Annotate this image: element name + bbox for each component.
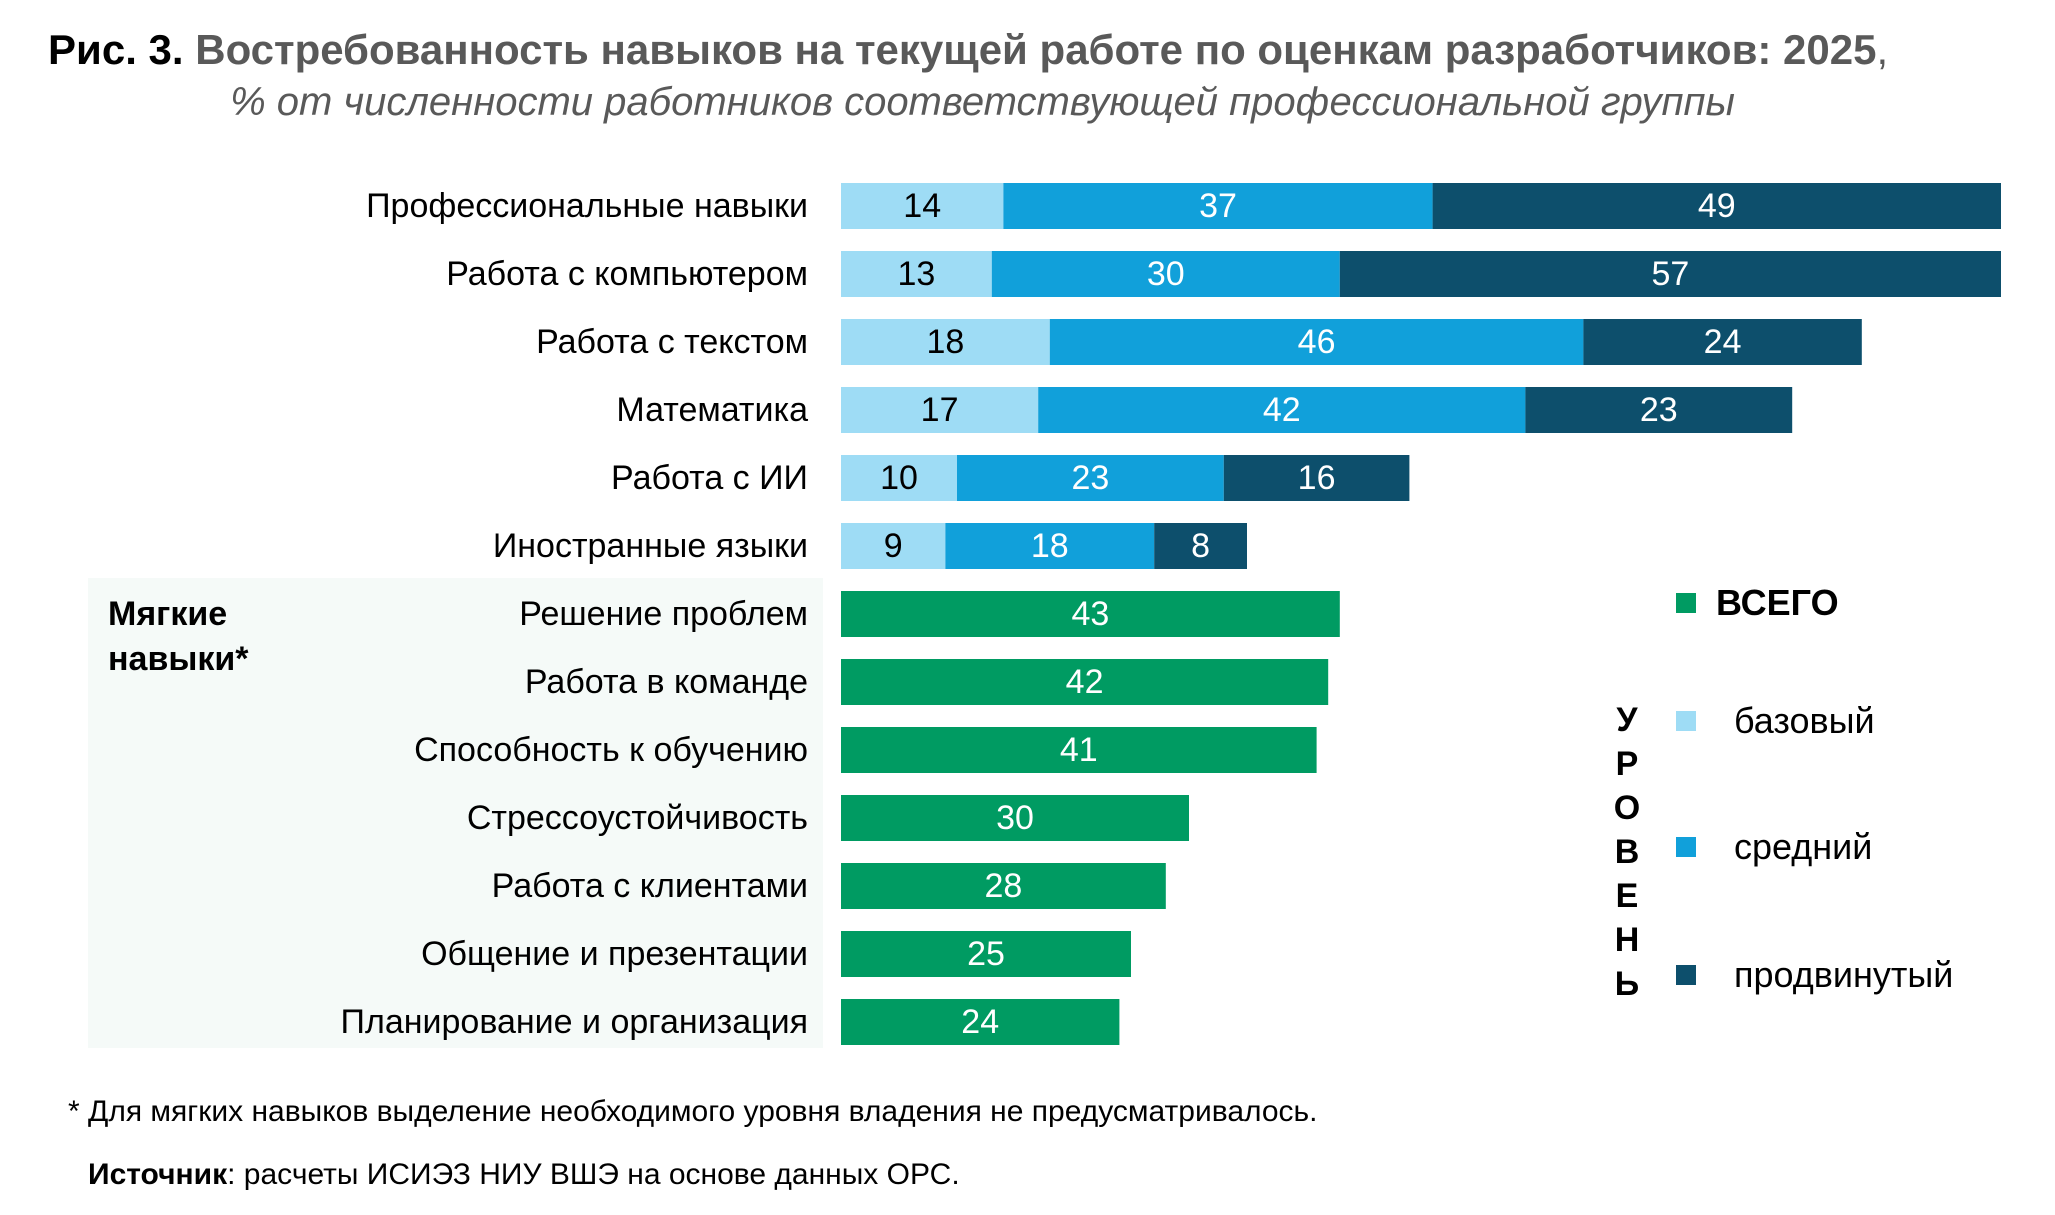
category-label: Профессиональные навыки — [366, 187, 808, 225]
legend-total-label: ВСЕГО — [1716, 582, 1839, 623]
bar-total — [841, 795, 1189, 841]
data-label: 30 — [996, 799, 1034, 837]
bar-segment-advanced — [1583, 319, 1862, 365]
legend-advanced-label: продвинутый — [1734, 954, 1954, 995]
bar-segment-basic — [841, 523, 946, 569]
data-label: 18 — [926, 323, 964, 361]
data-label: 14 — [903, 187, 941, 225]
legend-basic-label: базовый — [1734, 700, 1875, 741]
legend-medium-label: средний — [1734, 826, 1873, 867]
bar-segment-advanced — [1339, 251, 2001, 297]
legend-advanced: продвинутый — [1676, 954, 1953, 996]
category-label: Математика — [616, 391, 808, 429]
data-label: 28 — [984, 867, 1022, 905]
category-label: Работа с ИИ — [611, 459, 808, 497]
bar-total — [841, 591, 1340, 637]
data-label: 10 — [880, 459, 918, 497]
data-label: 46 — [1298, 323, 1336, 361]
data-label: 57 — [1651, 255, 1689, 293]
legend-total: ВСЕГО — [1676, 582, 1839, 624]
footnote: * Для мягких навыков выделение необходим… — [68, 1095, 1318, 1128]
bar-segment-medium — [945, 523, 1155, 569]
bar-total — [841, 999, 1120, 1045]
category-label: Работа в команде — [525, 663, 808, 701]
data-label: 42 — [1066, 663, 1104, 701]
data-label: 18 — [1031, 527, 1069, 565]
bar-segment-basic — [841, 319, 1050, 365]
chart-title: Рис. 3. Востребованность навыков на теку… — [48, 26, 2038, 74]
data-label: 17 — [921, 391, 959, 429]
bar-segment-basic — [841, 455, 957, 501]
bar-segment-advanced — [1154, 523, 1247, 569]
data-label: 25 — [967, 935, 1005, 973]
bar-segment-basic — [841, 387, 1039, 433]
source-label: Источник — [88, 1158, 228, 1191]
data-label: 41 — [1060, 731, 1098, 769]
data-label: 16 — [1298, 459, 1336, 497]
legend-basic-swatch — [1676, 711, 1696, 731]
category-label: Стрессоустойчивость — [467, 799, 808, 837]
category-label: Работа с компьютером — [446, 255, 808, 293]
category-label: Планирование и организация — [341, 1003, 808, 1041]
legend-medium: средний — [1676, 826, 1872, 868]
soft-skills-group-label: Мягкие навыки* — [108, 595, 249, 678]
data-label: 23 — [1071, 459, 1109, 497]
soft-skills-panel — [88, 578, 823, 1048]
category-label: Работа с текстом — [536, 323, 808, 361]
bar-total — [841, 931, 1131, 977]
category-label: Способность к обучению — [414, 731, 808, 769]
bar-segment-medium — [1049, 319, 1584, 365]
data-label: 30 — [1147, 255, 1185, 293]
data-label: 43 — [1071, 595, 1109, 633]
title-text: Востребованность навыков на текущей рабо… — [195, 26, 1877, 73]
bar-segment-basic — [841, 183, 1004, 229]
title-comma: , — [1876, 26, 1889, 73]
data-label: 8 — [1191, 527, 1210, 565]
legend-total-swatch — [1676, 593, 1696, 613]
bar-segment-advanced — [1525, 387, 1793, 433]
data-label: 23 — [1640, 391, 1678, 429]
data-label: 9 — [884, 527, 903, 565]
category-label: Работа с клиентами — [492, 867, 808, 905]
data-label: 42 — [1263, 391, 1301, 429]
data-label: 24 — [1704, 323, 1742, 361]
category-label: Общение и презентации — [421, 935, 808, 973]
legend-medium-swatch — [1676, 837, 1696, 857]
bar-segment-basic — [841, 251, 992, 297]
bar-total — [841, 863, 1166, 909]
bar-segment-advanced — [1432, 183, 2001, 229]
bar-chart: Профессиональные навыки 14 37 49 Работа с ко… — [341, 183, 2001, 1045]
bar-segment-medium — [1003, 183, 1433, 229]
category-label: Иностранные языки — [493, 527, 808, 565]
bar-segment-medium — [991, 251, 1340, 297]
bar-total — [841, 727, 1317, 773]
bar-segment-medium — [957, 455, 1224, 501]
legend-level-caption: У Р О В Е Н Ь — [1613, 701, 1641, 1003]
chart-subtitle: % от численности работников соответствую… — [230, 80, 1735, 124]
data-label: 24 — [961, 1003, 999, 1041]
category-label: Решение проблем — [519, 595, 808, 633]
source-text: : расчеты ИСИЭЗ НИУ ВШЭ на основе данных… — [227, 1158, 960, 1191]
data-label: 37 — [1199, 187, 1237, 225]
source-note: Источник: расчеты ИСИЭЗ НИУ ВШЭ на основ… — [88, 1158, 960, 1192]
data-label: 13 — [897, 255, 935, 293]
legend-advanced-swatch — [1676, 965, 1696, 985]
bar-total — [841, 659, 1329, 705]
figure-number: Рис. 3. — [48, 26, 184, 73]
legend-basic: базовый — [1676, 700, 1875, 742]
data-label: 49 — [1698, 187, 1736, 225]
bar-segment-advanced — [1223, 455, 1410, 501]
bar-segment-medium — [1038, 387, 1526, 433]
